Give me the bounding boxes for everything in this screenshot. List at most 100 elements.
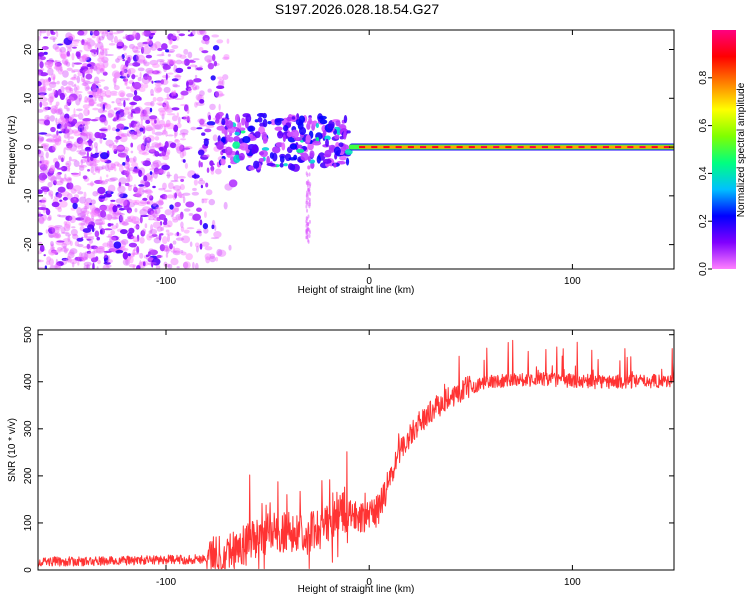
- spectrogram-cell: [267, 121, 272, 125]
- spectrogram-cell: [156, 161, 159, 169]
- spectrogram-cell: [327, 123, 335, 129]
- spectrogram-cell: [224, 146, 233, 156]
- spectrogram-cell: [179, 193, 185, 199]
- spectrogram-cell: [77, 243, 84, 248]
- spectrogram-line-cell: [420, 146, 427, 149]
- spectrogram-cell: [319, 119, 328, 125]
- spectrogram-cell: [56, 167, 65, 170]
- spectrogram-cell: [187, 66, 192, 70]
- spectrogram-cell: [216, 248, 223, 257]
- spectrogram-line-cell: [517, 146, 524, 149]
- spectrogram-cell: [279, 155, 285, 163]
- spectrogram-cell: [159, 244, 166, 252]
- spectrogram-cell: [218, 103, 221, 111]
- spectrogram-cell: [55, 232, 61, 239]
- spectrogram-cell: [73, 90, 83, 94]
- spectrogram-cell: [136, 144, 145, 152]
- spectrogram-cell: [98, 64, 106, 72]
- spectrogram-cell: [66, 176, 72, 184]
- spectrogram-cell: [185, 201, 195, 208]
- spectrogram-cell: [54, 46, 61, 53]
- spectrogram-cell: [78, 164, 88, 168]
- colorbar-scale: [712, 30, 736, 269]
- spectrogram-cell: [70, 188, 77, 194]
- spectrogram-cell: [216, 125, 226, 131]
- spectrogram-cell: [84, 83, 90, 92]
- spectrogram-cell: [211, 34, 220, 38]
- spectrogram-cell: [75, 97, 81, 106]
- spectrogram-cell: [118, 165, 124, 173]
- spectrogram-cell: [86, 251, 96, 259]
- spectrogram-cell: [39, 30, 47, 34]
- spectrogram-cell: [204, 37, 209, 42]
- spectrogram-cell: [146, 135, 155, 142]
- spectrogram-cell: [87, 157, 90, 162]
- spectrogram-cell: [50, 240, 54, 247]
- spectrogram-cell: [101, 31, 106, 39]
- spectrogram-cell: [135, 223, 140, 230]
- spectrogram-line-cell: [651, 146, 658, 149]
- spectrogram-cell: [116, 55, 123, 61]
- spectrogram-cell: [62, 70, 69, 78]
- spectrogram-cell: [162, 221, 168, 226]
- spectrogram-line-core: [359, 145, 674, 149]
- spectrogram-cell: [165, 101, 169, 108]
- spectrogram-cell: [89, 30, 93, 36]
- spectrogram-cell: [158, 214, 166, 220]
- spectrogram-cell: [66, 98, 72, 106]
- spectrogram-cell: [82, 216, 91, 224]
- spectrogram-cell: [102, 48, 105, 51]
- spectrogram-cell: [130, 252, 138, 255]
- spectrogram-cell: [210, 75, 216, 81]
- spectrogram-cell: [54, 224, 63, 228]
- spectrogram-cell: [38, 216, 45, 225]
- spectrogram-cell: [79, 55, 87, 63]
- spectrogram-cell: [109, 166, 114, 171]
- spectrogram-cell: [173, 90, 176, 94]
- spectrogram-cell: [290, 129, 300, 139]
- spectrogram-cell: [99, 138, 103, 144]
- spectrogram-cell: [101, 165, 106, 170]
- spectrogram-cell: [86, 37, 92, 40]
- spectrogram-cell: [172, 83, 178, 88]
- spectrogram-cell: [74, 256, 80, 261]
- spectrogram-cell: [51, 226, 60, 235]
- spectrogram-cell: [318, 115, 327, 120]
- spectrogram-cell: [161, 43, 168, 50]
- spectrogram-cell: [149, 115, 158, 120]
- spectrogram-cell: [88, 94, 94, 98]
- spectrogram-cell: [239, 142, 249, 151]
- spectrogram-cell: [48, 166, 56, 174]
- spectrogram-cell: [38, 86, 47, 95]
- spectrogram-cell: [98, 95, 104, 102]
- spectrogram-cell: [94, 131, 101, 139]
- spectrogram-cell: [83, 205, 88, 210]
- spectrogram-cell: [239, 130, 246, 134]
- spectrogram-cell: [140, 214, 149, 218]
- spectrogram-cell: [212, 134, 218, 142]
- spectrogram-cell: [174, 201, 181, 208]
- spectrogram-cell: [210, 165, 215, 172]
- spectrogram-cell: [296, 113, 300, 121]
- spectrogram-cell: [128, 122, 132, 126]
- spectrogram-cell: [130, 112, 133, 118]
- spectrogram-cell: [115, 58, 120, 63]
- spectrogram-cell: [66, 51, 71, 57]
- spectrogram-cell: [118, 212, 125, 216]
- spectrogram-cell: [196, 127, 203, 130]
- spectrogram-cell: [201, 198, 205, 204]
- spectrogram-cell: [82, 54, 88, 63]
- spectrogram-cell: [65, 160, 72, 168]
- spectrogram-cell: [179, 150, 185, 159]
- spectrogram-cell: [90, 210, 98, 216]
- spectrogram-cell: [83, 191, 87, 199]
- spectrogram-cell: [163, 145, 167, 153]
- spectrogram-cell: [162, 244, 169, 249]
- spectrogram-cell: [116, 39, 123, 47]
- spectrogram-cell: [91, 207, 100, 215]
- spectrogram-cell: [38, 213, 44, 217]
- spectrogram-cell: [295, 119, 304, 126]
- spectrogram-cell: [182, 261, 191, 269]
- spectrogram-cell: [130, 254, 135, 258]
- spectrogram-cell: [99, 49, 105, 56]
